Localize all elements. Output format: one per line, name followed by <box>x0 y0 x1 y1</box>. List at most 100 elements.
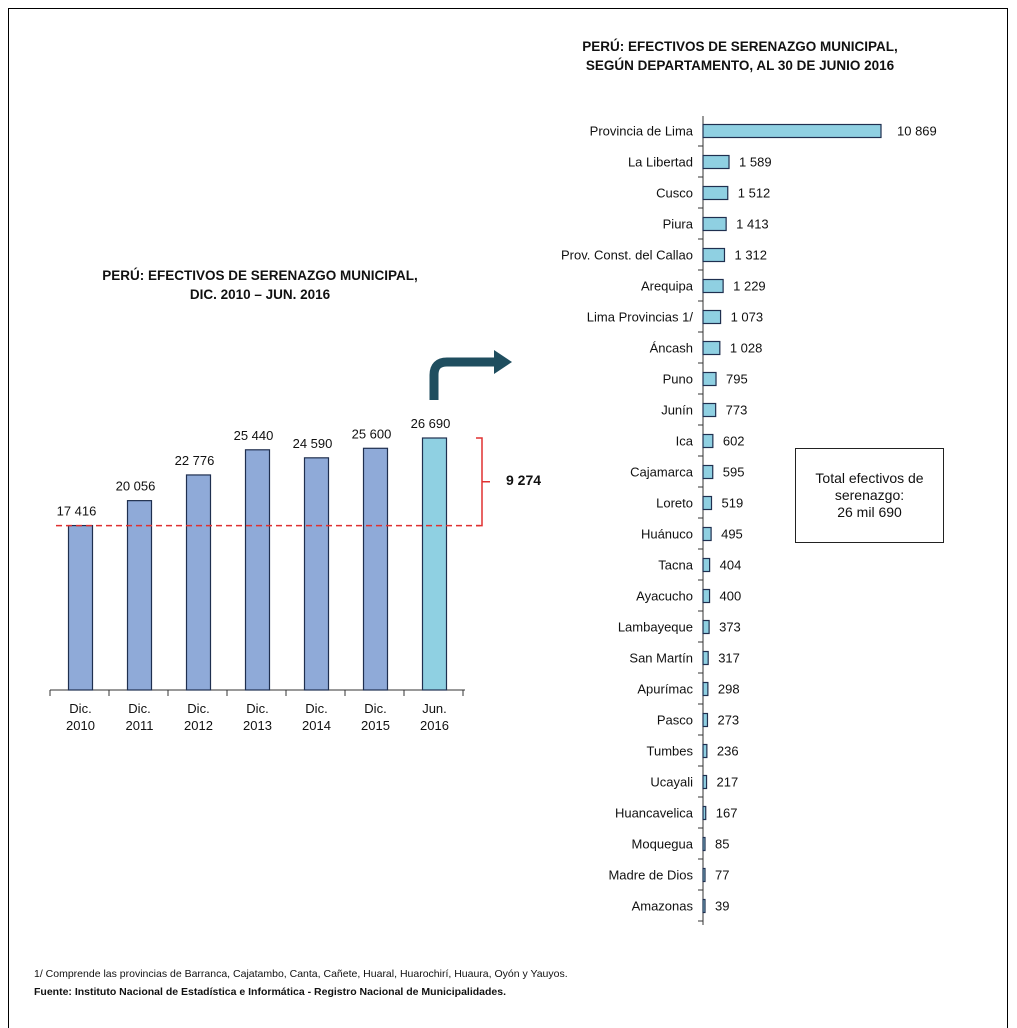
curved-arrow-right-icon <box>429 350 512 400</box>
bar-value-label: 373 <box>719 620 741 635</box>
category-label: Loreto <box>656 496 693 511</box>
x-tick-label: 2010 <box>66 718 95 733</box>
bar <box>702 340 721 356</box>
bar-value-label: 25 600 <box>352 426 392 441</box>
x-tick-label: 2015 <box>361 718 390 733</box>
bar-value-label: 495 <box>721 527 743 542</box>
category-label: Madre de Dios <box>608 868 693 883</box>
bar <box>702 681 709 697</box>
bar-value-label: 317 <box>718 651 740 666</box>
bar <box>702 774 708 790</box>
bar-value-label: 404 <box>720 558 742 573</box>
x-tick-label: 2012 <box>184 718 213 733</box>
bar <box>702 309 722 325</box>
bar-value-label: 400 <box>720 589 742 604</box>
bar-value-label: 1 512 <box>738 186 771 201</box>
source-note: Fuente: Instituto Nacional de Estadístic… <box>34 986 507 998</box>
bar <box>702 836 706 852</box>
bar-value-label: 273 <box>717 713 739 728</box>
category-label: Pasco <box>657 713 693 728</box>
bar <box>702 123 882 139</box>
category-label: Puno <box>663 372 693 387</box>
bar-value-label: 795 <box>726 372 748 387</box>
x-tick-label: 2016 <box>420 718 449 733</box>
bar-value-label: 17 416 <box>57 504 97 519</box>
category-label: Junín <box>661 403 693 418</box>
total-summary-box: Total efectivos de serenazgo: 26 mil 690 <box>795 448 944 543</box>
bar <box>702 402 717 418</box>
bar-value-label: 1 589 <box>739 155 772 170</box>
bar-value-label: 1 312 <box>734 248 767 263</box>
category-label: La Libertad <box>628 155 693 170</box>
bar <box>702 464 714 480</box>
total-box-line-2: serenazgo: <box>834 487 905 503</box>
vertical-bar-chart: 17 416 Dic. 2010 20 056 Dic. 2011 22 776 Dic. 20… <box>49 416 490 733</box>
footnote: 1/ Comprende las provincias de Barranca,… <box>34 968 568 980</box>
vertical-chart-title-line-1: PERÚ: EFECTIVOS DE SERENAZGO MUNICIPAL, <box>102 268 418 283</box>
vertical-chart-title: PERÚ: EFECTIVOS DE SERENAZGO MUNICIPAL, … <box>40 266 480 304</box>
bar <box>303 457 330 691</box>
category-label: Cajamarca <box>630 465 694 480</box>
bar <box>702 185 729 201</box>
total-box-line-1: Total efectivos de <box>815 470 924 486</box>
category-label: Huánuco <box>641 527 693 542</box>
bar <box>702 154 730 170</box>
bar-value-label: 39 <box>715 899 729 914</box>
bar-value-label: 1 413 <box>736 217 769 232</box>
bar <box>702 557 711 573</box>
bar <box>702 216 727 232</box>
difference-bracket <box>476 437 490 527</box>
bar <box>702 495 713 511</box>
bar <box>126 500 153 691</box>
x-tick-label: Dic. <box>305 701 327 716</box>
bar <box>702 743 708 759</box>
category-label: Áncash <box>650 341 693 356</box>
figure-frame <box>8 8 1008 1028</box>
bar <box>702 247 726 263</box>
bar <box>702 805 707 821</box>
category-label: Tumbes <box>647 744 694 759</box>
x-tick-label: 2014 <box>302 718 331 733</box>
bar-value-label: 298 <box>718 682 740 697</box>
bar <box>702 867 706 883</box>
bar-value-label: 1 028 <box>730 341 763 356</box>
vertical-chart-title-line-2: DIC. 2010 – JUN. 2016 <box>189 287 331 302</box>
category-label: Tacna <box>658 558 693 573</box>
bar-value-label: 595 <box>723 465 745 480</box>
bar-value-label: 22 776 <box>175 453 215 468</box>
bar <box>702 433 714 449</box>
category-label: San Martín <box>629 651 693 666</box>
bar <box>185 474 212 691</box>
category-label: Apurímac <box>637 682 693 697</box>
bar-value-label: 217 <box>717 775 739 790</box>
bar-value-label: 602 <box>723 434 745 449</box>
bar <box>702 898 706 914</box>
bar-value-label: 77 <box>715 868 729 883</box>
category-label: Piura <box>663 217 694 232</box>
category-label: Ica <box>676 434 694 449</box>
x-tick-label: Dic. <box>246 701 268 716</box>
category-label: Prov. Const. del Callao <box>561 248 693 263</box>
bar <box>702 371 717 387</box>
bar-value-label: 26 690 <box>411 416 451 431</box>
bar <box>702 526 712 542</box>
bar-value-label: 167 <box>716 806 738 821</box>
x-tick-label: Dic. <box>69 701 91 716</box>
bar <box>702 650 709 666</box>
bar-value-label: 773 <box>726 403 748 418</box>
x-tick-label: Jun. <box>422 701 447 716</box>
category-label: Huancavelica <box>615 806 694 821</box>
bar-value-label: 24 590 <box>293 436 333 451</box>
x-tick-label: Dic. <box>187 701 209 716</box>
bar-value-label: 25 440 <box>234 428 274 443</box>
bar-value-label: 20 056 <box>116 479 156 494</box>
bar <box>702 278 724 294</box>
horizontal-chart-title: PERÚ: EFECTIVOS DE SERENAZGO MUNICIPAL, … <box>490 37 990 75</box>
x-tick-label: 2013 <box>243 718 272 733</box>
horizontal-bar-chart: Provincia de Lima 10 869 La Libertad 1 589 C… <box>561 116 937 925</box>
x-tick-label: 2011 <box>126 718 154 733</box>
difference-annotation: 9 274 <box>506 472 542 488</box>
bar <box>702 588 711 604</box>
bar <box>702 712 709 728</box>
